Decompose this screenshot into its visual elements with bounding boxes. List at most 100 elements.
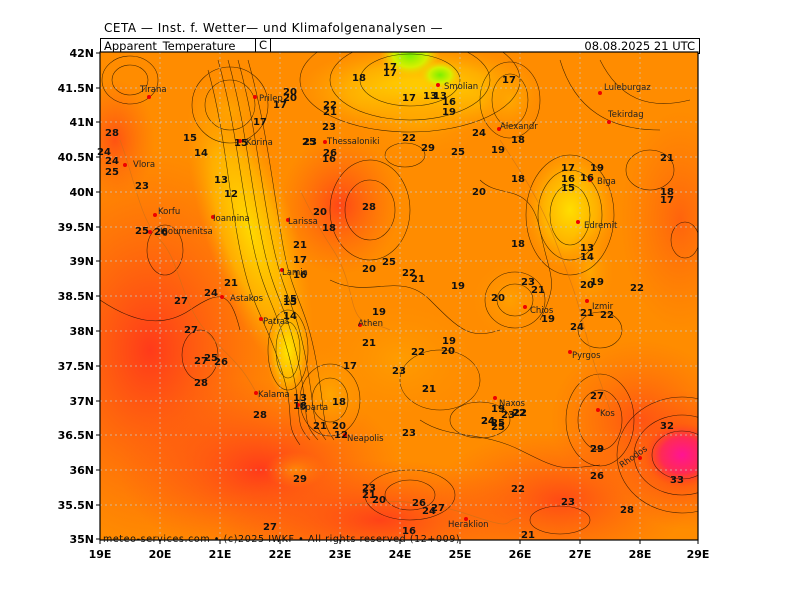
temp-value: 22	[512, 408, 526, 419]
temp-value: 20	[283, 87, 297, 98]
temp-value: 21	[531, 285, 545, 296]
lon-tick-label: 19E	[89, 548, 112, 561]
temp-value: 21	[521, 530, 535, 541]
temp-value: 21	[580, 308, 594, 319]
lat-tick-label: 38.5N	[58, 290, 94, 303]
temp-value: 19	[590, 163, 604, 174]
city-label: Tirana	[139, 85, 167, 95]
temp-value: 21	[422, 384, 436, 395]
temp-value: 17	[561, 163, 575, 174]
temp-value: 21	[411, 274, 425, 285]
temp-value: 26	[590, 471, 604, 482]
temperature-field	[100, 52, 698, 540]
temp-value: 27	[194, 356, 208, 367]
temp-value: 29	[590, 444, 604, 455]
city-label: Thessaloniki	[326, 137, 379, 147]
temp-value: 19	[590, 277, 604, 288]
city-marker	[259, 317, 263, 321]
temp-value: 15	[283, 297, 297, 308]
temp-value: 32	[660, 421, 674, 432]
axis-ticks	[96, 52, 699, 544]
temp-value: 20	[472, 187, 486, 198]
temp-value: 29	[590, 444, 604, 455]
city-marker	[148, 230, 152, 234]
temp-value: 25	[204, 353, 218, 364]
city-marker	[343, 433, 347, 437]
city-label: Sparta	[300, 403, 328, 413]
city-label: Igoumenitsa	[160, 227, 213, 237]
temp-value: 17	[253, 117, 267, 128]
temp-value: 19	[491, 145, 505, 156]
city-marker	[598, 91, 602, 95]
temp-value: 25	[451, 147, 465, 158]
temp-value: 22	[323, 100, 337, 111]
temp-value: 29	[293, 474, 307, 485]
temp-value: 15	[183, 133, 197, 144]
temp-value: 16	[580, 173, 594, 184]
temp-value: 21	[224, 278, 238, 289]
temp-value: 25	[302, 137, 316, 148]
temp-value: 23	[303, 137, 317, 148]
temp-value: 17	[383, 68, 397, 79]
city-label: Larissa	[288, 217, 318, 227]
city-marker	[607, 120, 611, 124]
lon-tick-label: 23E	[329, 548, 352, 561]
temp-value: 22	[513, 408, 527, 419]
city-label: Vlora	[133, 160, 155, 170]
temp-value: 16	[322, 154, 336, 165]
temp-value: 21	[293, 240, 307, 251]
temp-value: 28	[105, 128, 119, 139]
temp-value: 13	[293, 393, 307, 404]
temp-value: 15	[234, 138, 248, 149]
temp-value: 20	[491, 293, 505, 304]
city-marker	[585, 299, 589, 303]
temp-value: 26	[154, 227, 168, 238]
city-marker	[568, 350, 572, 354]
city-marker	[464, 517, 468, 521]
lat-tick-label: 38N	[69, 325, 94, 338]
lat-tick-label: 39N	[69, 255, 94, 268]
temp-value: 14	[283, 311, 297, 322]
temp-value: 21	[422, 384, 436, 395]
city-label: Biga	[597, 177, 616, 187]
temp-value: 23	[561, 497, 575, 508]
temp-value: 23	[402, 428, 416, 439]
lon-tick-label: 27E	[569, 548, 592, 561]
temp-value: 19	[491, 404, 505, 415]
temp-value: 19	[442, 336, 456, 347]
temp-value: 18	[293, 401, 307, 412]
lon-tick-label: 29E	[687, 548, 710, 561]
temp-value: 16	[561, 174, 575, 185]
temp-value: 17	[343, 361, 357, 372]
temp-value: 22	[411, 347, 425, 358]
lat-tick-label: 42N	[69, 47, 94, 60]
temp-value: 27	[263, 522, 277, 533]
temp-value: 18	[352, 73, 366, 84]
city-marker	[493, 396, 497, 400]
temp-value: 21	[362, 490, 376, 501]
lat-tick-label: 40N	[69, 186, 94, 199]
temp-value: 20	[283, 93, 297, 104]
temp-value: 24	[472, 128, 486, 139]
lat-tick-label: 37.5N	[58, 360, 94, 373]
temp-value: 27	[184, 325, 198, 336]
temp-value: 12	[224, 189, 238, 200]
lat-tick-label: 35.5N	[58, 499, 94, 512]
city-label: Smolian	[444, 82, 478, 92]
lat-tick-label: 40.5N	[58, 151, 94, 164]
city-label: Luleburgaz	[604, 83, 651, 93]
temp-value: 18	[660, 187, 674, 198]
temp-value: 17	[502, 75, 516, 86]
temp-value: 21	[313, 421, 327, 432]
temp-value: 23	[521, 277, 535, 288]
city-label: Naxos	[499, 399, 526, 409]
temp-value: 15	[561, 183, 575, 194]
temp-value: 25	[491, 418, 505, 429]
temp-value: 22	[511, 484, 525, 495]
temp-value: 29	[421, 143, 435, 154]
temp-value: 22	[402, 133, 416, 144]
temp-value: 21	[660, 153, 674, 164]
city-marker	[436, 83, 440, 87]
temp-value: 14	[194, 148, 208, 159]
city-marker	[576, 220, 580, 224]
